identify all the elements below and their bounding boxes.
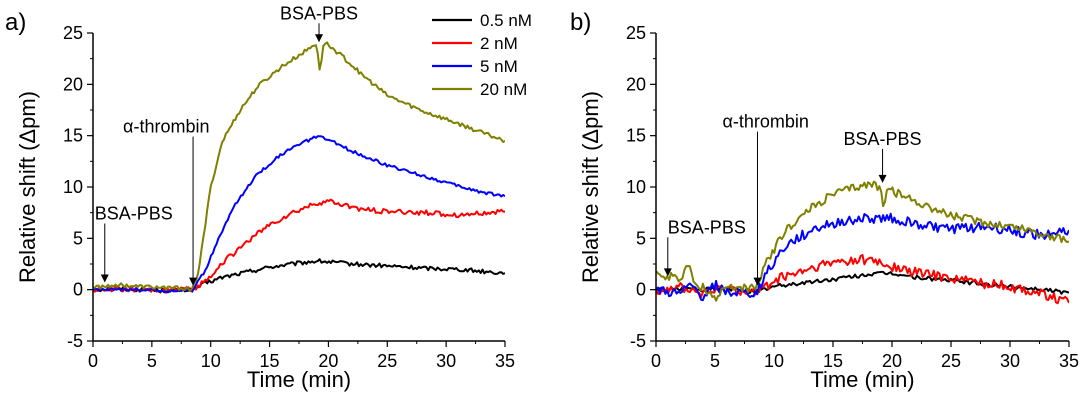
x-tick-label: 10 [764, 351, 784, 371]
x-axis-title: Time (min) [810, 367, 914, 392]
y-axis-title: Relative shift (Δpm) [15, 91, 40, 283]
annotation-arrow-head [878, 174, 887, 183]
legend-label: 2 nM [480, 34, 518, 53]
y-tick-label: 5 [636, 228, 646, 248]
y-tick-label: 25 [626, 23, 646, 43]
annotation-label: α-thrombin [722, 112, 808, 132]
y-tick-label: 0 [73, 280, 83, 300]
annotation-arrow-head [753, 277, 762, 286]
series-line-5-nm [93, 135, 505, 294]
y-tick-label: 25 [63, 23, 83, 43]
legend-label: 5 nM [480, 57, 518, 76]
data-lines [93, 41, 505, 294]
x-tick-label: 25 [941, 351, 961, 371]
legend: 0.5 nM 2 nM 5 nM 20 nM [432, 11, 532, 99]
series-line-20-nm [93, 41, 505, 292]
panel-label: a) [5, 9, 26, 36]
y-tick-label: -5 [630, 331, 646, 351]
x-tick-label: 10 [201, 351, 221, 371]
y-tick-label: 0 [636, 280, 646, 300]
y-tick-label: 10 [63, 177, 83, 197]
annotation-arrow-head [189, 277, 198, 286]
y-tick-label: 10 [626, 177, 646, 197]
y-tick-label: 20 [63, 74, 83, 94]
x-tick-label: 25 [377, 351, 397, 371]
legend-label: 0.5 nM [480, 11, 532, 30]
y-tick-label: -5 [67, 331, 83, 351]
annotation-arrow-head [663, 268, 672, 277]
panel-label: b) [570, 9, 591, 36]
data-lines [656, 180, 1069, 305]
y-axis-title: Relative shift (Δpm) [578, 91, 603, 283]
annotation-label: BSA-PBS [95, 204, 173, 224]
x-axis-title: Time (min) [247, 367, 351, 392]
annotation-label: BSA-PBS [668, 217, 746, 237]
x-tick-label: 15 [260, 351, 280, 371]
x-tick-label: 15 [823, 351, 843, 371]
annotation-arrow-head [315, 34, 324, 43]
x-tick-label: 0 [651, 351, 661, 371]
x-tick-label: 20 [318, 351, 338, 371]
x-tick-label: 20 [882, 351, 902, 371]
y-tick-label: 5 [73, 228, 83, 248]
annotation-label: α-thrombin [123, 117, 209, 137]
annotation-arrow-head [100, 274, 109, 283]
y-tick-label: 15 [63, 126, 83, 146]
y-tick-label: 20 [626, 74, 646, 94]
x-tick-label: 5 [710, 351, 720, 371]
y-tick-label: 15 [626, 126, 646, 146]
series-line-5-nm [656, 212, 1069, 302]
x-tick-label: 5 [147, 351, 157, 371]
annotation-label: BSA-PBS [280, 3, 358, 23]
x-tick-label: 35 [495, 351, 515, 371]
legend-label: 20 nM [480, 80, 527, 99]
x-tick-label: 30 [436, 351, 456, 371]
x-tick-label: 0 [88, 351, 98, 371]
x-tick-label: 30 [1000, 351, 1020, 371]
annotation-label: BSA-PBS [844, 129, 922, 149]
series-line-20-nm [656, 180, 1069, 302]
x-tick-label: 35 [1059, 351, 1079, 371]
